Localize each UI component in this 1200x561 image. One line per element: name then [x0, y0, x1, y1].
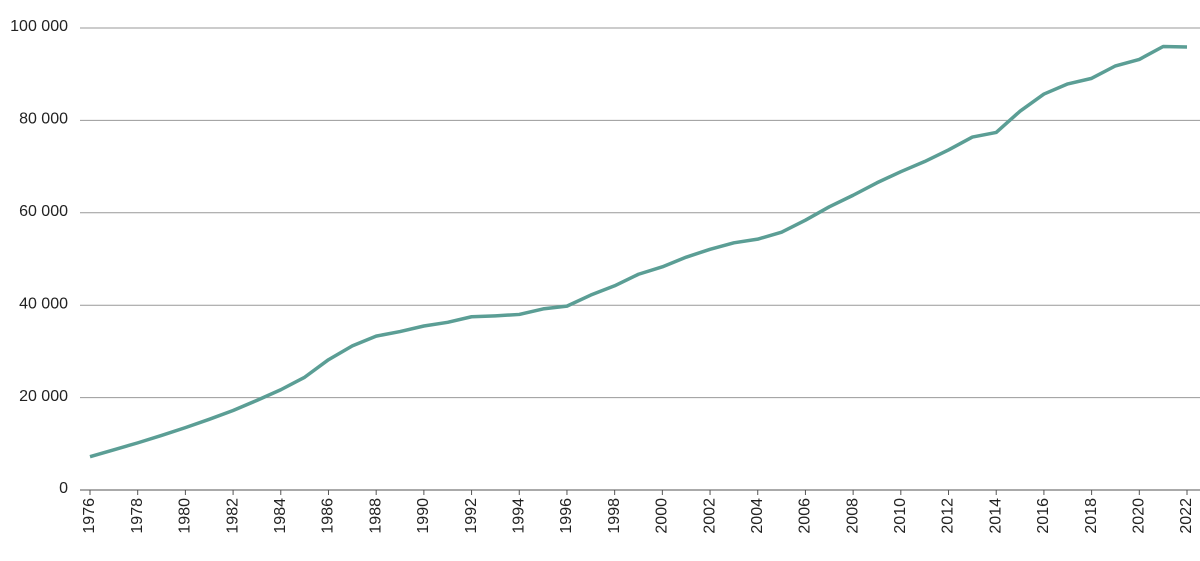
x-tick-label: 2002 — [701, 498, 718, 534]
y-tick-label: 100 000 — [10, 18, 68, 35]
x-tick-label: 1990 — [415, 498, 432, 534]
y-tick-label: 60 000 — [19, 203, 68, 220]
x-tick-label: 1984 — [272, 498, 289, 534]
x-tick-label: 2004 — [749, 498, 766, 534]
data-line — [89, 44, 1188, 459]
y-tick-label: 40 000 — [19, 295, 68, 312]
x-tick-label: 1986 — [320, 498, 337, 534]
y-tick-label: 0 — [59, 480, 68, 497]
x-tick-label: 1992 — [463, 498, 480, 534]
x-tick-label: 2018 — [1083, 498, 1100, 534]
x-tick-label: 2008 — [844, 498, 861, 534]
x-tick-label: 2014 — [987, 498, 1004, 534]
y-tick-label: 20 000 — [19, 388, 68, 405]
x-tick-label: 2010 — [892, 498, 909, 534]
x-tick-label: 1976 — [81, 498, 98, 534]
y-tick-label: 80 000 — [19, 111, 68, 128]
x-tick-label: 1978 — [129, 498, 146, 534]
x-tick-label: 2016 — [1035, 498, 1052, 534]
x-tick-label: 1998 — [606, 498, 623, 534]
x-tick-label: 2006 — [797, 498, 814, 534]
x-tick-label: 1982 — [224, 498, 241, 534]
x-tick-label: 2020 — [1131, 498, 1148, 534]
x-tick-label: 2022 — [1178, 498, 1195, 534]
x-tick-label: 2012 — [940, 498, 957, 534]
x-tick-label: 1994 — [510, 498, 527, 534]
x-tick-label: 1996 — [558, 498, 575, 534]
x-tick-label: 1980 — [177, 498, 194, 534]
x-tick-label: 1988 — [367, 498, 384, 534]
x-tick-label: 2000 — [654, 498, 671, 534]
